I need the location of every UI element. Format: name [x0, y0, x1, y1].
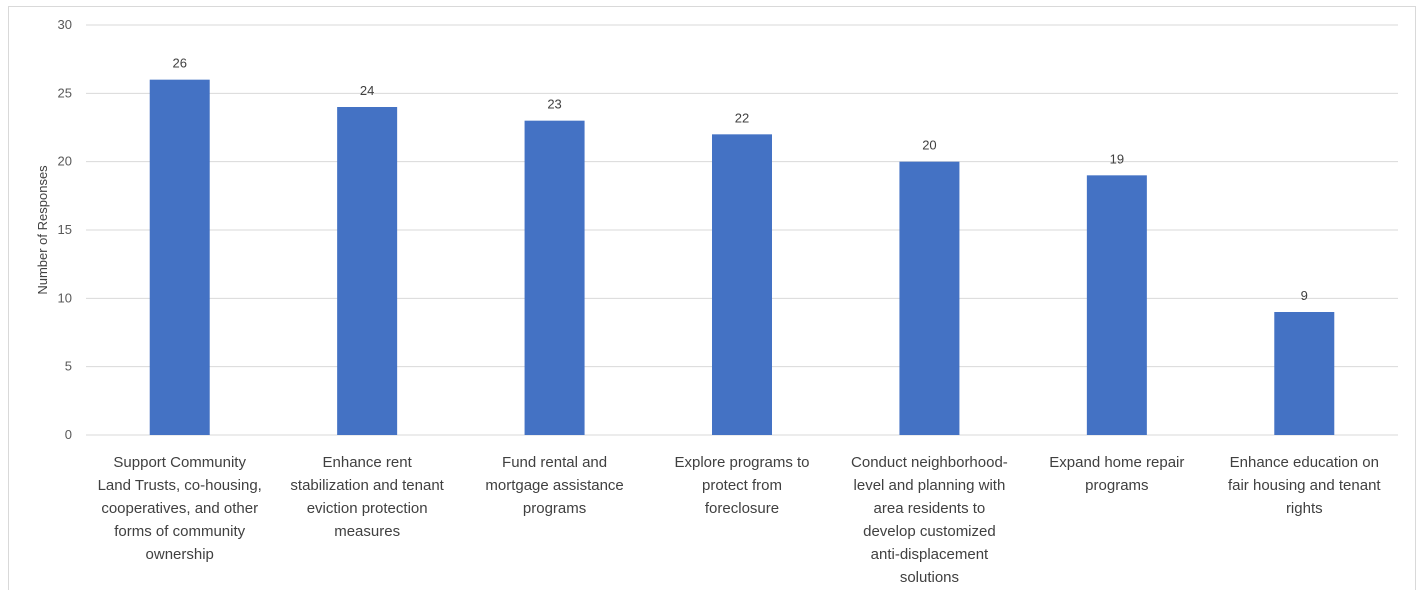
bar [150, 80, 210, 435]
y-tick-label: 15 [58, 222, 72, 237]
x-category-label-line: solutions [900, 569, 959, 586]
x-category-label: Enhance rent stabilization and tenant evic… [290, 454, 444, 540]
x-category-label-line: Expand home repair [1049, 454, 1184, 471]
x-category-label-line: programs [523, 500, 586, 517]
x-category-label-line: Land Trusts, co-housing, [98, 477, 262, 494]
x-category-label: Explore programs to protect from foreclosu… [674, 454, 809, 517]
y-tick-label: 5 [65, 359, 72, 374]
data-label: 9 [1301, 288, 1308, 303]
x-category-label-line: Fund rental and [502, 454, 607, 471]
y-tick-label: 20 [58, 154, 72, 169]
x-category-label: Enhance education on fair housing and ten… [1228, 454, 1381, 517]
data-label: 26 [172, 56, 186, 71]
x-category-label: Support Community Land Trusts, co-housing… [98, 454, 262, 563]
data-label: 23 [547, 97, 561, 112]
data-label: 19 [1110, 151, 1124, 166]
x-category-label-line: level and planning with [854, 477, 1006, 494]
x-category-label-line: develop customized [863, 523, 996, 540]
data-label: 24 [360, 83, 374, 98]
x-category-label-line: Explore programs to [674, 454, 809, 471]
bar [899, 162, 959, 435]
x-category-label-line: foreclosure [705, 500, 779, 517]
x-category-label-line: anti-displacement [871, 546, 989, 563]
category-labels: Support Community Land Trusts, co-housing… [98, 454, 1382, 586]
x-category-label-line: eviction protection [307, 500, 428, 517]
x-category-label-line: measures [334, 523, 400, 540]
bar [1274, 312, 1334, 435]
x-category-label: Expand home repair programs [1049, 454, 1184, 494]
data-label: 20 [922, 138, 936, 153]
x-category-label-line: protect from [702, 477, 782, 494]
data-label: 22 [735, 110, 749, 125]
x-category-label-line: cooperatives, and other [101, 500, 258, 517]
bars [150, 80, 1335, 435]
y-axis-ticks: 0 5 10 15 20 25 30 [58, 17, 72, 442]
y-axis-title: Number of Responses [35, 165, 50, 295]
x-category-label: Conduct neighborhood-level and planning … [851, 454, 1008, 586]
x-category-label-line: stabilization and tenant [290, 477, 444, 494]
y-tick-label: 10 [58, 290, 72, 305]
bar [525, 121, 585, 435]
bar [712, 134, 772, 435]
x-category-label-line: fair housing and tenant [1228, 477, 1381, 494]
x-category-label-line: rights [1286, 500, 1323, 517]
y-tick-label: 0 [65, 427, 72, 442]
x-category-label-line: Conduct neighborhood- [851, 454, 1008, 471]
bar [337, 107, 397, 435]
x-category-label-line: Support Community [113, 454, 246, 471]
x-category-label: Fund rental and mortgage assistance progra… [485, 454, 623, 517]
x-category-label-line: programs [1085, 477, 1148, 494]
x-category-label-line: ownership [146, 546, 214, 563]
x-category-label-line: mortgage assistance [485, 477, 623, 494]
x-category-label-line: forms of community [114, 523, 245, 540]
y-tick-label: 25 [58, 85, 72, 100]
bar [1087, 175, 1147, 435]
x-category-label-line: Enhance rent [323, 454, 413, 471]
x-category-label-line: Enhance education on [1230, 454, 1379, 471]
x-category-label-line: area residents to [874, 500, 986, 517]
y-tick-label: 30 [58, 17, 72, 32]
